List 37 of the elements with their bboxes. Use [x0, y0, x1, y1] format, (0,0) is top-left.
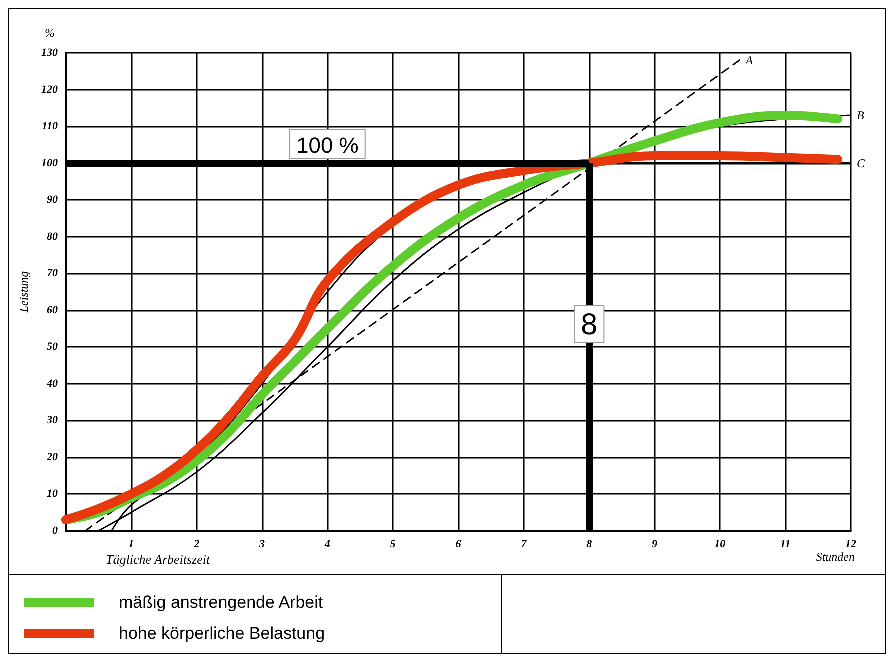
y-tick-label: 70 [47, 268, 58, 280]
x-axis-title: Tägliche Arbeitszeit [106, 552, 210, 567]
y-tick-label: 90 [47, 194, 58, 206]
series-label: A [744, 53, 754, 68]
x-tick-label: 3 [258, 538, 266, 550]
x-tick-label: 1 [128, 538, 134, 550]
x-tick-label: 7 [521, 538, 528, 550]
x-tick-label: 9 [652, 538, 658, 550]
x-tick-label: 8 [586, 538, 593, 550]
y-tick-label: 110 [42, 120, 58, 133]
y-tick-label: 40 [46, 378, 58, 390]
x-tick-label: 12 [846, 538, 857, 550]
x-tick-label: 10 [714, 538, 726, 550]
legend-label: mäßig anstrengende Arbeit [119, 593, 324, 612]
y-tick-label: 20 [46, 451, 58, 464]
ref-line-label: 8 [580, 308, 598, 342]
y-tick-label: 50 [47, 341, 58, 354]
series-label: C [857, 156, 866, 170]
y-tick-label: 130 [42, 47, 58, 59]
y-tick-label: 80 [47, 230, 58, 243]
text: % [45, 26, 55, 40]
x-tick-label: 2 [193, 538, 200, 550]
legend-label: hohe körperliche Belastung [119, 624, 326, 643]
y-tick-label: 10 [47, 488, 58, 500]
x-tick-label: 11 [780, 538, 791, 550]
y-tick-label: 30 [46, 414, 58, 427]
series-label: B [857, 108, 865, 123]
text: Stunden [816, 550, 856, 564]
y-tick-label: 120 [42, 84, 58, 96]
y-tick-label: 0 [52, 525, 58, 537]
y-axis-title: Leistung [17, 271, 31, 314]
ref-line-label: 100 % [296, 132, 359, 158]
x-tick-label: 5 [390, 538, 396, 550]
x-tick-label: 4 [324, 538, 331, 550]
y-tick-label: 100 [42, 157, 58, 170]
y-tick-label: 60 [47, 304, 58, 316]
x-tick-label: 6 [456, 538, 462, 550]
